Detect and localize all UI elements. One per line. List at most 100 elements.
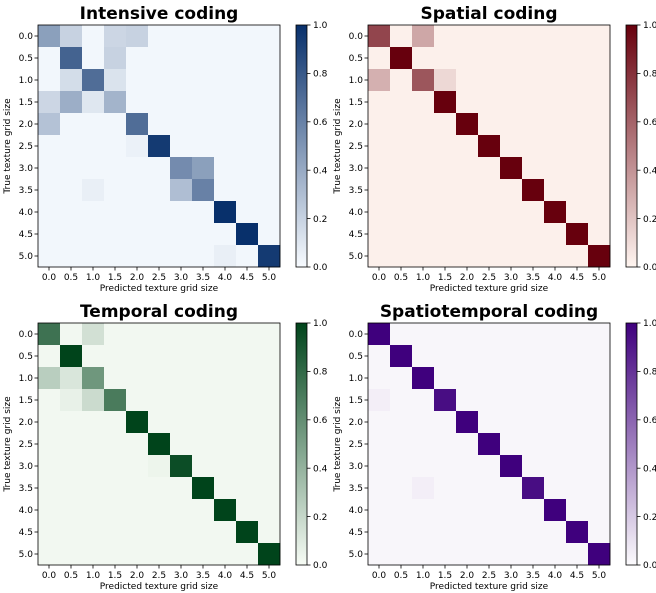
heatmap-cell [192, 477, 215, 500]
heatmap-cell [368, 367, 391, 390]
heatmap-cell [566, 91, 589, 114]
colorbar-tick-label: 1.0 [643, 319, 656, 329]
x-tick-label: 2.0 [460, 571, 475, 581]
heatmap-cell [236, 345, 259, 368]
heatmap-cell [500, 323, 523, 346]
heatmap-cell [544, 25, 567, 48]
y-tick-label: 1.0 [349, 76, 364, 86]
heatmap-cell [192, 113, 215, 136]
heatmap-cell [192, 433, 215, 456]
heatmap-cell [478, 323, 501, 346]
heatmap-cell [126, 477, 149, 500]
heatmap-cell [214, 223, 237, 246]
heatmap-cell [434, 157, 457, 180]
heatmap-cell [588, 25, 611, 48]
y-tick-label: 0.0 [19, 32, 34, 42]
heatmap-cell [478, 411, 501, 434]
heatmap-cell [126, 543, 149, 566]
x-tick-label: 5.0 [592, 571, 607, 581]
heatmap-cell [500, 455, 523, 478]
heatmap-cell [500, 499, 523, 522]
heatmap-cell [38, 543, 61, 566]
heatmap-cell [588, 543, 611, 566]
heatmap-cell [390, 47, 413, 70]
heatmap-cell [258, 455, 281, 478]
heatmap-cell [522, 25, 545, 48]
heatmap-cell [544, 91, 567, 114]
heatmap-cell [434, 411, 457, 434]
heatmap-cell [104, 201, 127, 224]
heatmap-cell [104, 499, 127, 522]
colorbar-tick-label: 1.0 [313, 319, 328, 329]
chart-title: Spatial coding [420, 4, 557, 24]
heatmap-cell [456, 25, 479, 48]
heatmap-cell [60, 245, 83, 268]
heatmap-cell [544, 113, 567, 136]
heatmap-cell [522, 245, 545, 268]
heatmap-cell [544, 499, 567, 522]
heatmap-cell [38, 477, 61, 500]
heatmap-cell [434, 25, 457, 48]
heatmap-cell [368, 543, 391, 566]
heatmap-cell [104, 47, 127, 70]
x-tick-label: 3.5 [196, 273, 210, 283]
heatmap-cell [38, 455, 61, 478]
y-axis-label: True texture grid size [3, 98, 13, 195]
heatmap-cell [60, 135, 83, 158]
heatmap-cell [412, 455, 435, 478]
y-tick-label: 4.0 [349, 208, 364, 218]
heatmap-cell [566, 113, 589, 136]
heatmap-cell [258, 223, 281, 246]
y-tick-label: 5.0 [349, 252, 364, 262]
heatmap-cell [456, 157, 479, 180]
x-tick-label: 3.5 [196, 571, 210, 581]
heatmap-cell [500, 433, 523, 456]
y-tick-label: 2.5 [19, 142, 33, 152]
colorbar-tick-label: 0.6 [313, 118, 328, 128]
heatmap-cell [566, 25, 589, 48]
x-tick-label: 2.0 [130, 273, 145, 283]
heatmap-cell [126, 179, 149, 202]
heatmap-cell [258, 135, 281, 158]
heatmap-cell [390, 91, 413, 114]
heatmap-cell [38, 223, 61, 246]
heatmap-cell [148, 201, 171, 224]
y-tick-label: 0.0 [19, 330, 34, 340]
colorbar-tick-label: 0.6 [643, 416, 656, 426]
heatmap-cell [104, 543, 127, 566]
heatmap-cell [478, 245, 501, 268]
chart-title: Intensive coding [80, 4, 239, 24]
heatmap-cell [170, 91, 193, 114]
colorbar [295, 24, 308, 268]
heatmap-cell [456, 499, 479, 522]
heatmap-cell [368, 47, 391, 70]
heatmap-cell [412, 91, 435, 114]
heatmap-cell [566, 477, 589, 500]
colorbar-tick-label: 1.0 [313, 21, 328, 31]
heatmap-cell [236, 25, 259, 48]
heatmap-cell [60, 521, 83, 544]
colorbar-tick-label: 0.8 [643, 70, 656, 80]
heatmap-cell [38, 69, 61, 92]
heatmap-cell [500, 69, 523, 92]
heatmap-cell [522, 477, 545, 500]
heatmap-cell [434, 91, 457, 114]
y-tick-label: 3.0 [19, 164, 34, 174]
heatmap-cell [192, 201, 215, 224]
heatmap-cell [82, 455, 105, 478]
x-tick-label: 5.0 [262, 571, 277, 581]
heatmap-cell [236, 367, 259, 390]
y-tick-label: 2.0 [19, 120, 34, 130]
heatmap-cell [390, 201, 413, 224]
colorbar-tick-label: 0.6 [313, 416, 328, 426]
heatmap-cell [522, 113, 545, 136]
heatmap-cell [566, 323, 589, 346]
heatmap-cell [148, 69, 171, 92]
heatmap-cell [566, 433, 589, 456]
heatmap-cell [434, 323, 457, 346]
heatmap-cell [192, 543, 215, 566]
heatmap-cell [170, 345, 193, 368]
heatmap-cell [566, 47, 589, 70]
heatmap-cell [478, 25, 501, 48]
x-tick-label: 0.0 [42, 571, 57, 581]
